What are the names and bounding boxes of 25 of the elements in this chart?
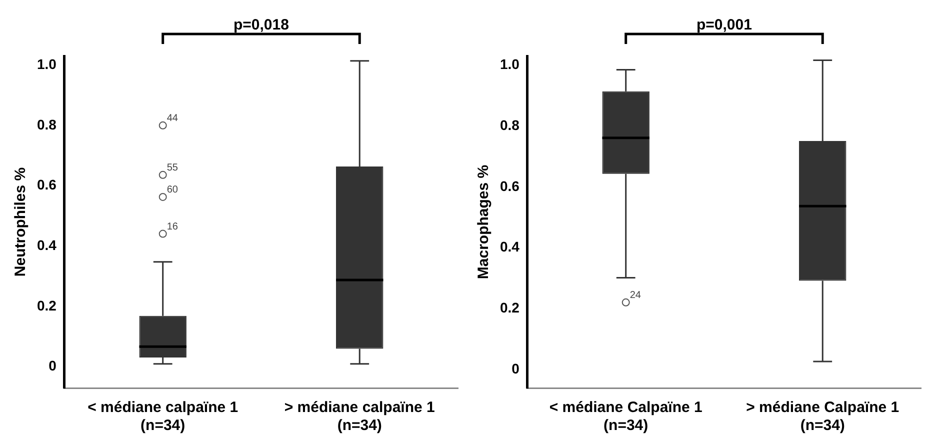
x-tick-label: < médiane Calpaïne 1 (n=34)	[549, 399, 702, 434]
y-tick-label: 0.6	[36, 176, 57, 193]
text: p=0,018	[233, 16, 289, 34]
y-tick-label: 0.4	[36, 237, 57, 254]
x-tick-label: > médiane calpaïne 1 (n=34)	[284, 399, 435, 434]
x-tick-label: < médiane calpaïne 1 (n=34)	[88, 399, 238, 434]
y-axis-title: Neutrophiles %	[12, 167, 30, 277]
annotation: 60	[166, 184, 178, 196]
annotation: 16	[166, 222, 178, 233]
y-tick-label: 0.2	[36, 297, 57, 314]
y-tick-label: 0	[512, 360, 520, 377]
text: p=0,001	[696, 16, 752, 34]
y-tick-label: 0.6	[500, 178, 520, 194]
y-tick-label: 1.0	[500, 56, 520, 72]
annotation: 55	[166, 162, 178, 174]
y-tick-label: 0.2	[500, 300, 520, 316]
y-tick-label: 0.8	[36, 116, 57, 132]
y-tick-label: 0.8	[500, 116, 520, 133]
y-axis-title: Macrophages %	[475, 164, 492, 280]
y-tick-label: 0	[48, 358, 57, 374]
x-tick-label: > médiane Calpaïne 1 (n=34)	[746, 399, 900, 434]
y-tick-label: 0.4	[500, 238, 520, 255]
annotation: 24	[630, 290, 642, 302]
annotation: 44	[166, 113, 178, 124]
y-tick-label: 1.0	[36, 56, 57, 72]
